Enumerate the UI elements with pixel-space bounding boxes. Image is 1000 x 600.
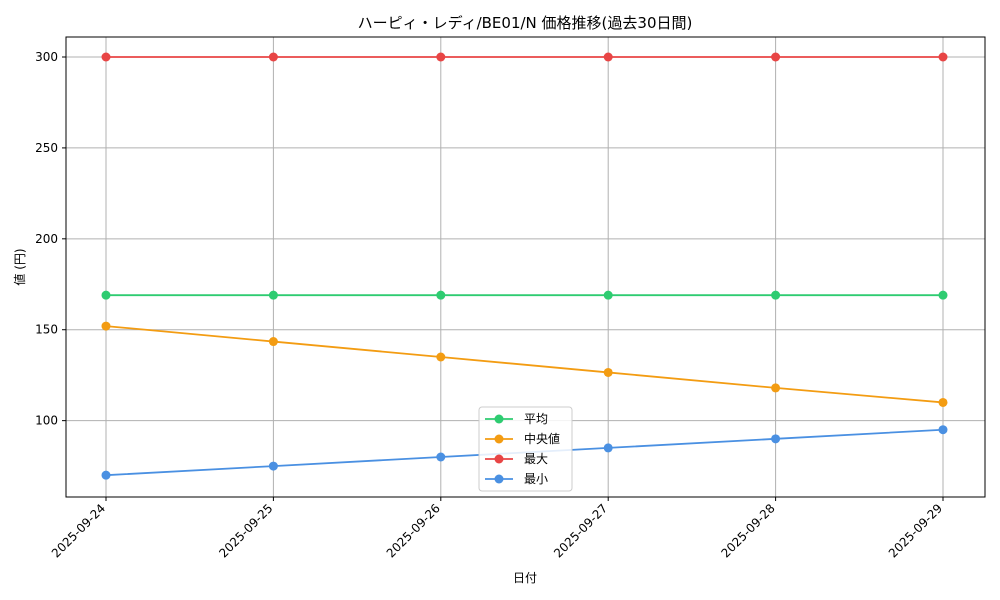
y-axis-label: 値 (円) [12,248,27,285]
legend-label: 最小 [524,472,548,486]
y-tick-label: 250 [35,141,58,155]
legend-swatch-marker [494,434,504,444]
data-point [938,425,948,435]
data-point [938,52,948,62]
x-tick-label: 2025-09-25 [216,501,275,560]
x-tick-label: 2025-09-24 [49,501,108,560]
legend-label: 中央値 [524,431,560,446]
data-point [771,290,781,300]
data-point [938,397,948,407]
x-tick-label: 2025-09-26 [384,501,443,560]
y-tick-label: 150 [35,323,58,337]
data-point [603,443,613,453]
data-point [268,290,278,300]
series-中央値 [101,321,948,407]
data-point [268,52,278,62]
data-point [436,352,446,362]
data-point [771,434,781,444]
data-point [603,52,613,62]
series-平均 [101,290,948,300]
y-tick-label: 200 [35,232,58,246]
data-point [938,290,948,300]
data-point [603,290,613,300]
data-point [771,383,781,393]
legend-swatch-marker [494,454,504,464]
plot-area [65,36,986,498]
data-point [101,321,111,331]
data-point [268,337,278,347]
y-tick-label: 100 [35,414,58,428]
data-point [101,470,111,480]
data-point [603,367,613,377]
data-point [268,461,278,471]
data-point [101,52,111,62]
y-tick-label: 300 [35,50,58,64]
x-tick-label: 2025-09-27 [551,501,610,560]
data-point [771,52,781,62]
legend-label: 平均 [524,412,548,426]
x-tick-label: 2025-09-28 [719,501,778,560]
x-axis-label: 日付 [513,571,537,585]
series-最大 [101,52,948,62]
legend-box [478,406,573,492]
data-point [436,52,446,62]
legend-label: 最大 [524,452,548,466]
data-point [436,290,446,300]
data-point [101,290,111,300]
series-line [105,325,944,404]
data-point [436,452,446,462]
x-tick-label: 2025-09-29 [886,501,945,560]
chart-title: ハーピィ・レディ/BE01/N 価格推移(過去30日間) [358,14,693,32]
legend-swatch-marker [494,414,504,424]
legend-swatch-marker [494,474,504,484]
